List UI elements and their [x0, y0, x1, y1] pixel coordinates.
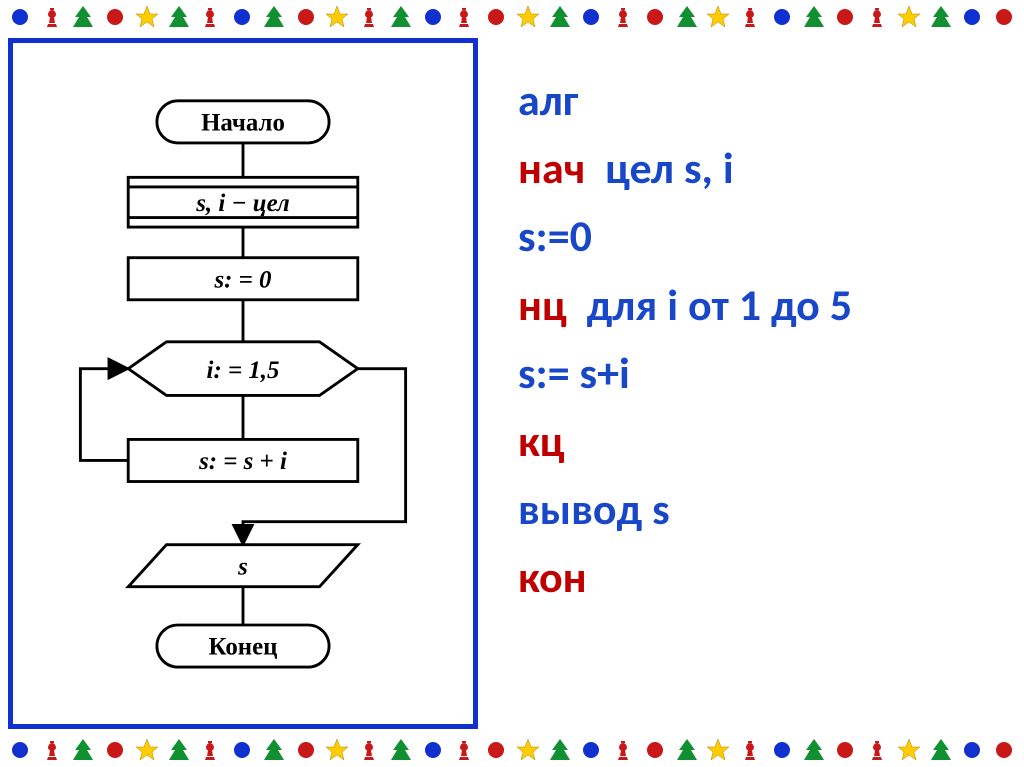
dot-red-icon: [484, 5, 508, 29]
kw-kc: кц: [518, 414, 565, 468]
code-panel: алг нач цел s, i s:=0 нц для i от 1 до 5…: [478, 38, 1016, 729]
tree-icon: [802, 738, 826, 762]
star-icon: [897, 5, 921, 29]
dot-blue-icon: [579, 5, 603, 29]
code-line-8: кон: [518, 543, 996, 611]
tree-icon: [167, 5, 191, 29]
node-out-label: s: [237, 553, 248, 580]
dot-blue-icon: [770, 738, 794, 762]
dot-red-icon: [103, 738, 127, 762]
dot-blue-icon: [960, 5, 984, 29]
chess-icon: [611, 5, 635, 29]
dot-red-icon: [643, 5, 667, 29]
dot-blue-icon: [421, 738, 445, 762]
edge-body-loopback: [80, 369, 128, 461]
chess-icon: [357, 738, 381, 762]
tree-icon: [548, 5, 572, 29]
star-icon: [897, 738, 921, 762]
content-area: Начало s, i − цел s: = 0 i: = 1,5 s: = s…: [8, 38, 1016, 729]
chess-icon: [198, 5, 222, 29]
star-icon: [135, 738, 159, 762]
star-icon: [706, 5, 730, 29]
kw-alg: алг: [518, 73, 578, 127]
chess-icon: [40, 738, 64, 762]
dot-blue-icon: [770, 5, 794, 29]
code-line-4: нц для i от 1 до 5: [518, 271, 996, 339]
node-body-label: s: = s + i: [198, 448, 287, 475]
tree-icon: [71, 5, 95, 29]
dot-red-icon: [294, 5, 318, 29]
chess-icon: [738, 5, 762, 29]
chess-icon: [452, 738, 476, 762]
node-start-label: Начало: [201, 109, 285, 136]
dot-blue-icon: [8, 738, 32, 762]
kw-kon: кон: [518, 550, 587, 604]
dot-blue-icon: [230, 738, 254, 762]
dot-red-icon: [833, 738, 857, 762]
code-loop-range-text: для i от 1 до 5: [587, 278, 852, 332]
star-icon: [706, 738, 730, 762]
star-icon: [135, 5, 159, 29]
tree-icon: [929, 5, 953, 29]
star-icon: [516, 738, 540, 762]
code-output: вывод s: [518, 482, 670, 536]
dot-red-icon: [992, 738, 1016, 762]
code-init: s:=0: [518, 209, 592, 263]
dot-red-icon: [643, 738, 667, 762]
tree-icon: [71, 738, 95, 762]
chess-icon: [452, 5, 476, 29]
dot-blue-icon: [230, 5, 254, 29]
tree-icon: [389, 5, 413, 29]
tree-icon: [389, 738, 413, 762]
chess-icon: [865, 5, 889, 29]
dot-blue-icon: [960, 738, 984, 762]
chess-icon: [198, 738, 222, 762]
chess-icon: [40, 5, 64, 29]
code-line-2: нач цел s, i: [518, 134, 996, 202]
dot-red-icon: [103, 5, 127, 29]
star-icon: [516, 5, 540, 29]
dot-red-icon: [294, 738, 318, 762]
star-icon: [325, 5, 349, 29]
dot-red-icon: [484, 738, 508, 762]
tree-icon: [548, 738, 572, 762]
chess-icon: [738, 738, 762, 762]
dot-red-icon: [992, 5, 1016, 29]
node-loop-label: i: = 1,5: [207, 357, 280, 384]
dot-blue-icon: [421, 5, 445, 29]
code-line-7: вывод s: [518, 475, 996, 543]
code-line-3: s:=0: [518, 202, 996, 270]
code-line-6: кц: [518, 407, 996, 475]
decor-border-bottom: [0, 733, 1024, 767]
tree-icon: [167, 738, 191, 762]
tree-icon: [675, 738, 699, 762]
flowchart-panel: Начало s, i − цел s: = 0 i: = 1,5 s: = s…: [8, 38, 478, 729]
decor-border-top: [0, 0, 1024, 34]
star-icon: [325, 738, 349, 762]
tree-icon: [802, 5, 826, 29]
dot-blue-icon: [579, 738, 603, 762]
dot-red-icon: [833, 5, 857, 29]
code-decl-text: цел s, i: [595, 141, 734, 195]
dot-blue-icon: [8, 5, 32, 29]
code-decl-vars: цел s, i: [605, 141, 734, 195]
flowchart-svg: Начало s, i − цел s: = 0 i: = 1,5 s: = s…: [23, 63, 463, 703]
code-line-5: s:= s+i: [518, 339, 996, 407]
code-loop-range: для i от 1 до 5: [577, 278, 852, 332]
tree-icon: [262, 5, 286, 29]
node-decl-label: s, i − цел: [195, 190, 290, 217]
tree-icon: [262, 738, 286, 762]
tree-icon: [929, 738, 953, 762]
tree-icon: [675, 5, 699, 29]
code-line-1: алг: [518, 66, 996, 134]
node-init-label: s: = 0: [214, 266, 272, 293]
chess-icon: [357, 5, 381, 29]
chess-icon: [865, 738, 889, 762]
kw-nc: нц: [518, 278, 567, 332]
chess-icon: [611, 738, 635, 762]
node-end-label: Конец: [209, 634, 278, 661]
kw-nach: нач: [518, 141, 585, 195]
code-body: s:= s+i: [518, 346, 630, 400]
